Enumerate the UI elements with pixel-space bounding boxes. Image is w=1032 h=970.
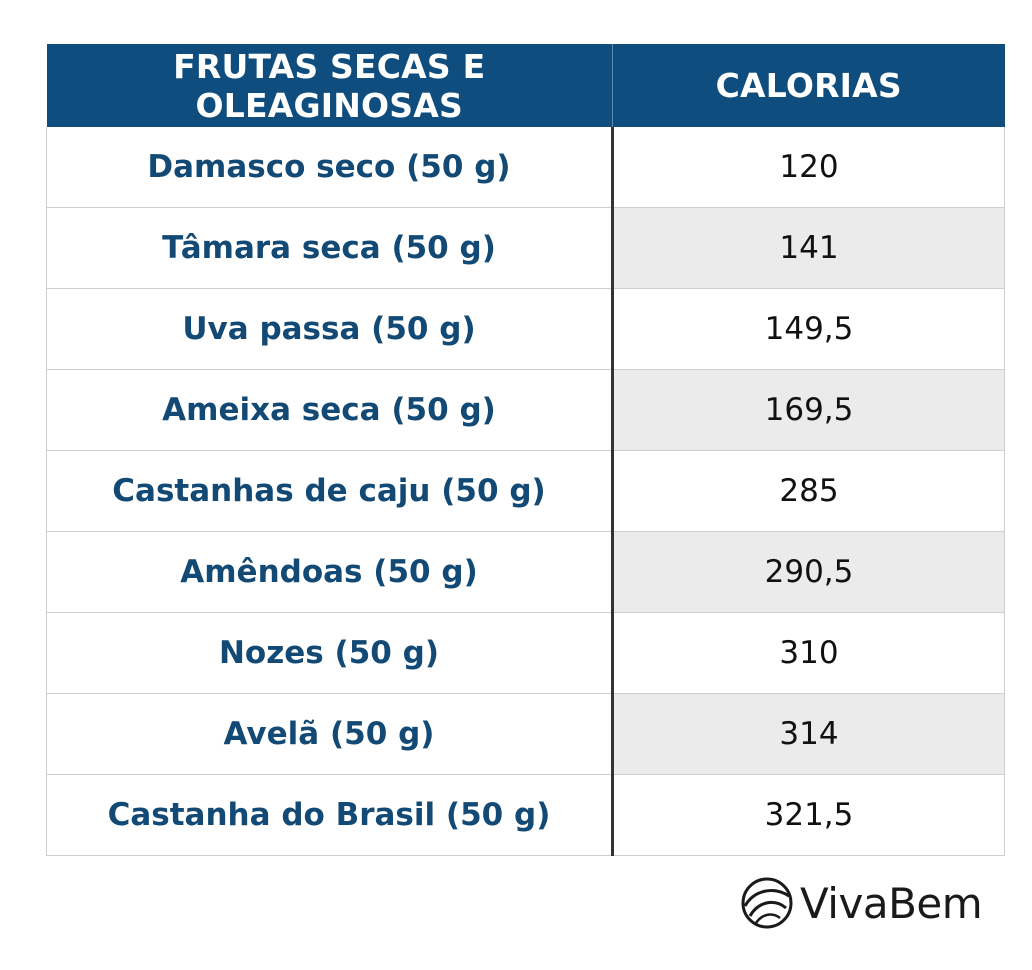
table-row: Damasco seco (50 g) 120 <box>46 127 1005 208</box>
vivabem-logo-text: VivaBem <box>800 878 983 928</box>
food-name: Castanhas de caju (50 g) <box>46 450 614 532</box>
food-name: Castanha do Brasil (50 g) <box>46 774 614 856</box>
food-name: Amêndoas (50 g) <box>46 531 614 613</box>
table-row: Avelã (50 g) 314 <box>46 693 1005 775</box>
food-name: Nozes (50 g) <box>46 612 614 694</box>
header-calories: CALORIAS <box>612 44 1005 127</box>
calorie-table: FRUTAS SECAS E OLEAGINOSAS CALORIAS Dama… <box>46 44 1005 856</box>
calorie-value: 310 <box>612 612 1005 694</box>
calorie-value: 120 <box>612 127 1005 208</box>
calorie-value: 314 <box>612 693 1005 775</box>
table-row: Tâmara seca (50 g) 141 <box>46 207 1005 289</box>
food-name: Avelã (50 g) <box>46 693 614 775</box>
food-name: Tâmara seca (50 g) <box>46 207 614 289</box>
header-food: FRUTAS SECAS E OLEAGINOSAS <box>46 44 613 127</box>
table-row: Castanha do Brasil (50 g) 321,5 <box>46 774 1005 856</box>
vivabem-logo: VivaBem <box>740 872 983 934</box>
food-name: Damasco seco (50 g) <box>46 127 614 208</box>
table-header-row: FRUTAS SECAS E OLEAGINOSAS CALORIAS <box>46 44 1005 127</box>
calorie-table-container: FRUTAS SECAS E OLEAGINOSAS CALORIAS Dama… <box>46 44 1005 856</box>
food-name: Ameixa seca (50 g) <box>46 369 614 451</box>
table-row: Castanhas de caju (50 g) 285 <box>46 450 1005 532</box>
calorie-value: 321,5 <box>612 774 1005 856</box>
calorie-value: 169,5 <box>612 369 1005 451</box>
table-row: Ameixa seca (50 g) 169,5 <box>46 369 1005 451</box>
calorie-value: 141 <box>612 207 1005 289</box>
table-row: Uva passa (50 g) 149,5 <box>46 288 1005 370</box>
calorie-value: 285 <box>612 450 1005 532</box>
table-row: Nozes (50 g) 310 <box>46 612 1005 694</box>
vivabem-logo-icon <box>740 876 794 930</box>
calorie-value: 149,5 <box>612 288 1005 370</box>
food-name: Uva passa (50 g) <box>46 288 614 370</box>
table-row: Amêndoas (50 g) 290,5 <box>46 531 1005 613</box>
calorie-value: 290,5 <box>612 531 1005 613</box>
